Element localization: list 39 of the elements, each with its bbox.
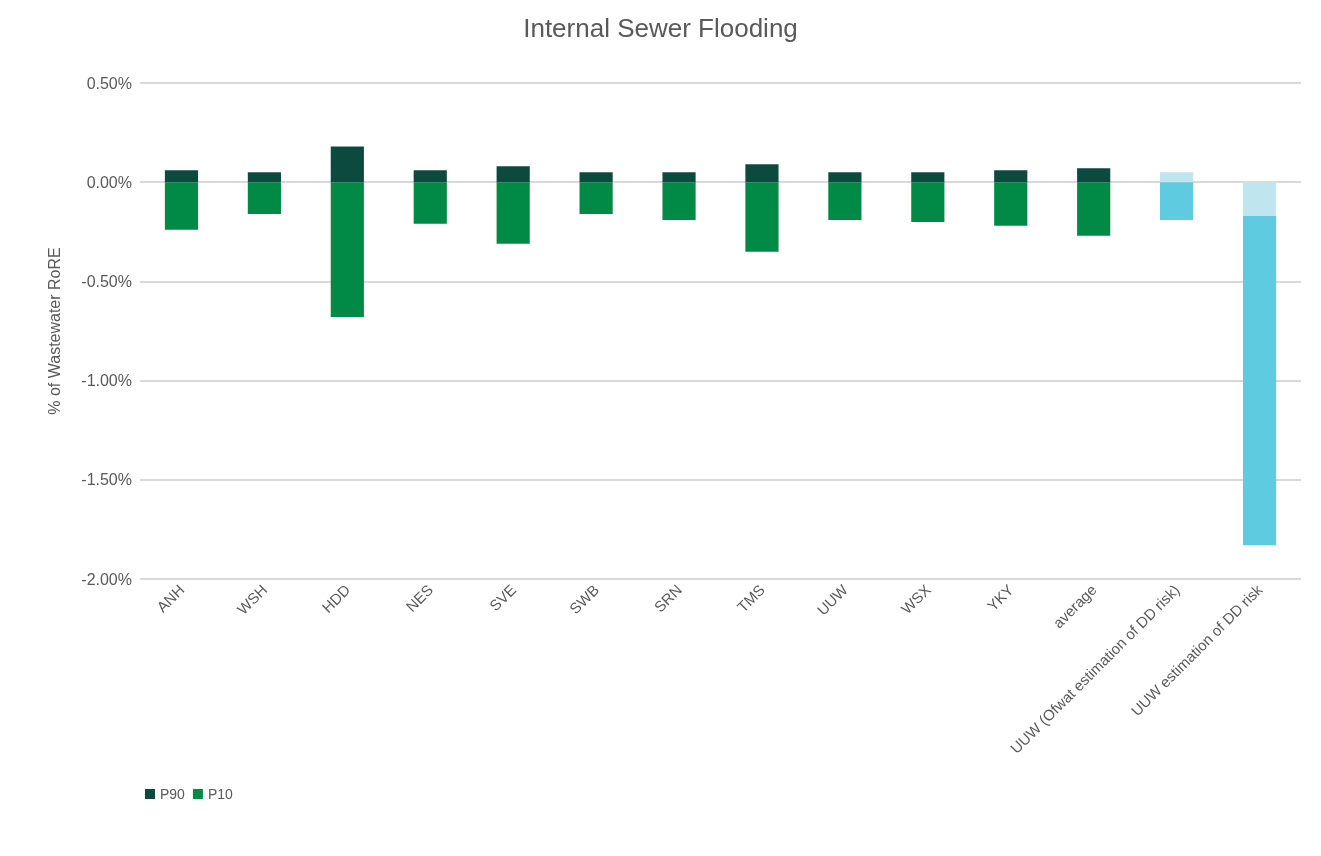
- y-tick-label: -1.50%: [81, 471, 132, 489]
- bar: [662, 182, 696, 220]
- bar: [1077, 182, 1111, 236]
- chart-title: Internal Sewer Flooding: [523, 13, 798, 43]
- bar: [579, 182, 613, 214]
- bar: [1242, 215, 1277, 546]
- y-axis-title: % of Wastewater RoRE: [45, 247, 63, 415]
- bar: [247, 172, 281, 183]
- bar: [994, 170, 1028, 183]
- bar: [496, 182, 530, 244]
- y-tick-label: -2.00%: [81, 570, 132, 588]
- bar: [745, 182, 779, 252]
- bar: [911, 182, 945, 222]
- bar: [745, 164, 779, 183]
- y-tick-label: -1.00%: [81, 372, 132, 390]
- bar: [1242, 182, 1277, 216]
- bar: [1077, 168, 1111, 183]
- bar: [330, 146, 364, 183]
- bar: [330, 182, 364, 318]
- bar: [1160, 172, 1194, 183]
- x-tick-label: YKY: [983, 580, 1017, 615]
- bar: [994, 182, 1028, 226]
- bar: [911, 172, 945, 183]
- bar: [413, 182, 447, 224]
- legend-label: P10: [207, 786, 234, 802]
- bar: [828, 182, 862, 220]
- bar: [496, 166, 530, 183]
- bar: [828, 172, 862, 183]
- bar: [579, 172, 613, 183]
- bar: [247, 182, 281, 214]
- y-tick-label: 0.50%: [86, 74, 132, 92]
- legend-label: P90: [160, 786, 186, 802]
- bar: [164, 182, 199, 230]
- bar: [1160, 182, 1194, 220]
- bar: [413, 170, 447, 183]
- bar: [662, 172, 696, 183]
- y-tick-label: 0.00%: [86, 173, 132, 191]
- bar: [164, 170, 199, 183]
- y-tick-label: -0.50%: [81, 272, 132, 290]
